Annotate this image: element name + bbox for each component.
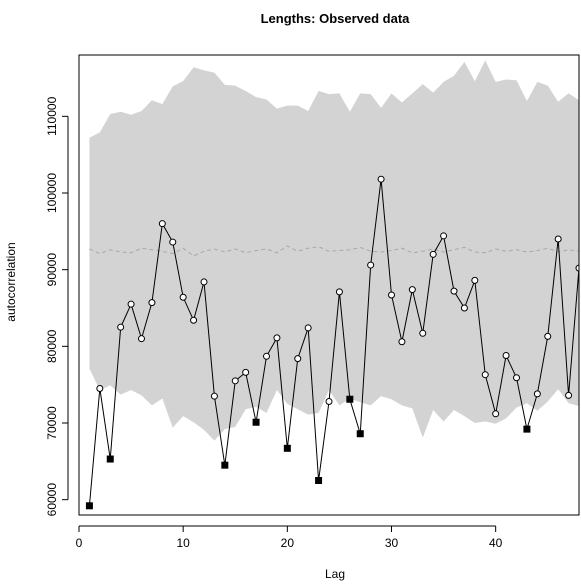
data-point-open — [335, 288, 343, 296]
y-axis-label: autocorrelation — [4, 242, 18, 321]
x-axis-label: Lag — [325, 567, 345, 581]
envelope-mean-line — [89, 245, 579, 257]
data-point-open — [158, 220, 166, 228]
data-point-filled — [283, 444, 291, 452]
data-point-filled — [252, 418, 260, 426]
y-tick-label: 80000 — [45, 329, 59, 363]
y-tick-label: 110000 — [45, 96, 59, 135]
y-tick-label: 60000 — [45, 483, 59, 517]
x-tick-label: 20 — [281, 536, 295, 550]
y-tick-label: 70000 — [45, 406, 59, 440]
data-point-open — [231, 377, 239, 385]
data-point-open — [450, 287, 458, 295]
data-point-open — [565, 391, 573, 399]
data-point-open — [492, 410, 500, 418]
data-point-open — [533, 390, 541, 398]
data-point-open — [460, 304, 468, 312]
plot-area — [85, 60, 579, 510]
data-point-open — [127, 300, 135, 308]
x-tick-label: 0 — [76, 536, 83, 550]
data-point-open — [419, 329, 427, 337]
chart-title: Lengths: Observed data — [261, 11, 411, 26]
data-point-open — [169, 238, 177, 246]
data-point-open — [190, 316, 198, 324]
data-point-open — [304, 324, 312, 332]
data-point-open — [210, 392, 218, 400]
data-point-open — [179, 293, 187, 301]
y-tick-label: 90000 — [45, 253, 59, 287]
data-point-open — [96, 385, 104, 392]
data-point-open — [544, 332, 552, 340]
plot-clipped-group — [85, 60, 579, 510]
data-point-open — [398, 338, 406, 346]
data-point-filled — [315, 477, 323, 484]
data-point-open — [502, 352, 510, 360]
data-point-open — [554, 235, 562, 243]
data-point-open — [388, 291, 395, 299]
data-point-open — [325, 398, 333, 406]
data-point-open — [440, 232, 448, 240]
data-point-open — [367, 261, 375, 269]
y-tick-label: 100000 — [45, 173, 59, 213]
data-point-open — [377, 175, 385, 183]
data-point-open — [263, 352, 270, 360]
data-point-filled — [523, 425, 531, 433]
axes: 0 10 20 30 40 60000 70000 80000 90000 100000 11000… — [45, 54, 580, 550]
data-point-open — [513, 374, 520, 382]
data-point-open — [242, 368, 250, 376]
data-point-open — [117, 323, 125, 331]
data-point-open — [481, 371, 489, 379]
data-point-open — [408, 286, 416, 294]
data-point-open — [429, 250, 437, 258]
data-point-open — [273, 334, 281, 342]
x-tick-label: 10 — [176, 536, 190, 550]
data-point-filled — [85, 502, 93, 510]
data-point-filled — [356, 430, 364, 438]
plot-frame — [78, 54, 580, 516]
data-point-open — [138, 335, 145, 343]
data-point-open — [471, 276, 479, 284]
observed-series-line — [88, 179, 579, 506]
data-point-filled — [346, 395, 354, 403]
data-point-filled — [221, 461, 229, 469]
data-point-open — [294, 355, 302, 363]
data-point-open — [200, 278, 208, 286]
data-point-filled — [106, 455, 114, 463]
data-point-open — [575, 264, 579, 272]
data-point-open — [148, 299, 156, 307]
x-tick-label: 40 — [489, 536, 503, 550]
x-tick-label: 30 — [385, 536, 399, 550]
